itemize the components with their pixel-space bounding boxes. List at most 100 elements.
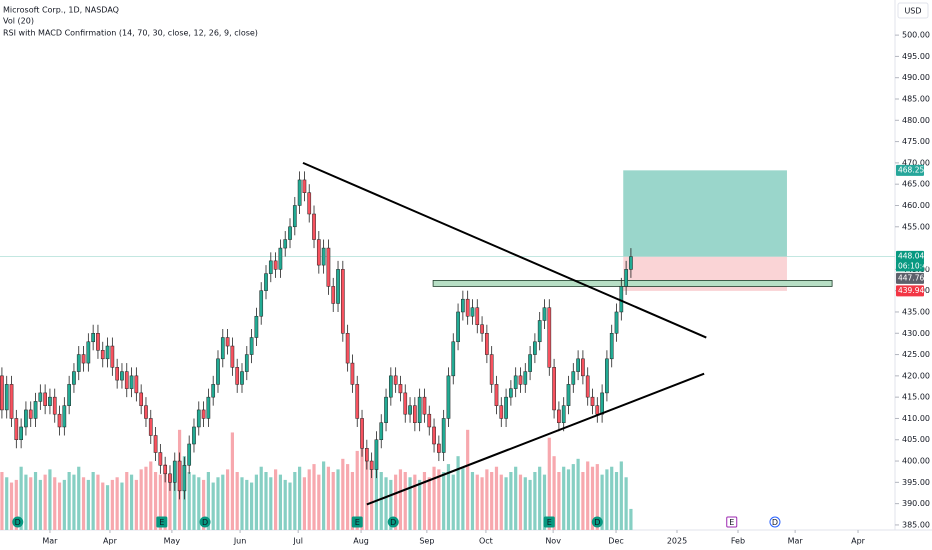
- x-tick-label: 2025: [667, 537, 687, 546]
- candle-body: [590, 396, 595, 406]
- y-tick-label: 500.00: [902, 31, 930, 40]
- currency[interactable]: USD: [904, 7, 921, 16]
- y-tick-label: 405.00: [902, 435, 930, 444]
- y-tick-label: 470.00: [902, 158, 930, 167]
- candle-body: [235, 367, 240, 385]
- price-tag-label: 439.94: [898, 286, 924, 295]
- candle-body: [331, 286, 336, 304]
- candle-body: [43, 392, 47, 406]
- candle-body: [398, 384, 403, 394]
- volume-bar: [547, 437, 551, 530]
- volume-bar: [67, 472, 71, 530]
- candle-body: [115, 367, 120, 381]
- y-tick-label: 475.00: [902, 137, 930, 146]
- candle-body: [374, 439, 379, 470]
- volume-bar: [542, 474, 547, 530]
- volume-bar: [139, 469, 143, 530]
- y-tick-label: 430.00: [902, 329, 930, 338]
- volume-bar: [235, 472, 239, 530]
- volume-bar: [403, 472, 407, 530]
- volume-bar: [57, 482, 62, 530]
- volume-bar: [600, 474, 604, 530]
- candle-body: [408, 405, 412, 415]
- event-label: E: [729, 518, 734, 527]
- dividend-marker: [387, 516, 399, 528]
- candle-body: [547, 307, 552, 368]
- candle-body: [0, 375, 4, 411]
- volume-bar: [398, 469, 403, 530]
- volume-bar: [432, 466, 436, 530]
- volume-bar: [413, 474, 417, 530]
- volume-bar: [605, 469, 609, 530]
- volume-bar: [518, 474, 523, 530]
- volume-bar: [326, 466, 331, 530]
- volume-bar: [394, 474, 398, 530]
- candle-body: [225, 337, 230, 347]
- volume-bar: [225, 469, 230, 530]
- candle-body: [211, 384, 216, 398]
- volume-bar: [163, 464, 167, 530]
- volume-bar: [48, 469, 52, 530]
- candle-body: [446, 375, 451, 419]
- dividend-marker: [199, 516, 211, 528]
- volume-bar: [14, 479, 18, 530]
- volume-bar: [278, 474, 283, 530]
- candle-body: [345, 333, 350, 364]
- volume-bar: [619, 461, 623, 530]
- candle-body: [52, 396, 57, 415]
- candle-body: [148, 418, 153, 436]
- volume-bar: [490, 472, 494, 530]
- candle-body: [355, 384, 360, 419]
- candle-body: [57, 413, 62, 428]
- candle-body: [552, 367, 556, 411]
- event-label: E: [547, 518, 552, 527]
- volume-bar: [485, 469, 489, 530]
- currency-button[interactable]: [897, 2, 929, 19]
- volume-bar: [0, 472, 4, 530]
- volume-bar: [370, 466, 374, 530]
- volume-bar: [249, 482, 254, 530]
- candle-body: [187, 443, 192, 466]
- candle-body: [480, 324, 484, 334]
- candle-body: [465, 298, 470, 317]
- candle-body: [609, 333, 614, 360]
- volume-bar: [211, 482, 215, 530]
- x-tick-label: Apr: [103, 537, 118, 546]
- volume-bar: [461, 466, 465, 530]
- x-tick-label: Aug: [353, 537, 369, 546]
- volume-bar: [125, 472, 129, 530]
- volume-bar: [389, 479, 393, 530]
- volume-bar: [192, 474, 196, 530]
- volume-bar: [317, 474, 321, 530]
- candle-body: [422, 396, 427, 415]
- volume-bar: [523, 477, 527, 530]
- volume-bar: [355, 450, 359, 530]
- volume-bar: [451, 474, 455, 530]
- candle-body: [9, 384, 14, 419]
- candle-body: [533, 341, 537, 355]
- volume-bar: [312, 464, 316, 530]
- dividend-marker: [769, 516, 781, 528]
- trendline: [366, 372, 705, 506]
- candle-body: [182, 465, 187, 492]
- candle-body: [326, 247, 331, 287]
- volume-bar: [197, 477, 201, 530]
- volume-bar: [115, 477, 119, 530]
- candle-body: [360, 418, 364, 449]
- volume-bar: [586, 461, 590, 530]
- candle-body: [312, 213, 316, 240]
- volume-bar: [514, 466, 518, 530]
- volume-bar: [5, 477, 9, 530]
- candle-body: [254, 315, 259, 338]
- y-tick-label: 410.00: [902, 414, 930, 423]
- volume-bar: [105, 485, 110, 530]
- candle-body: [120, 371, 124, 381]
- candle-body: [163, 465, 168, 475]
- volume-bar: [43, 474, 47, 530]
- candle-body: [67, 384, 71, 406]
- candle-body: [33, 401, 38, 419]
- price-tag: [896, 285, 924, 297]
- candle-body: [451, 341, 456, 377]
- event-label: D: [594, 518, 600, 527]
